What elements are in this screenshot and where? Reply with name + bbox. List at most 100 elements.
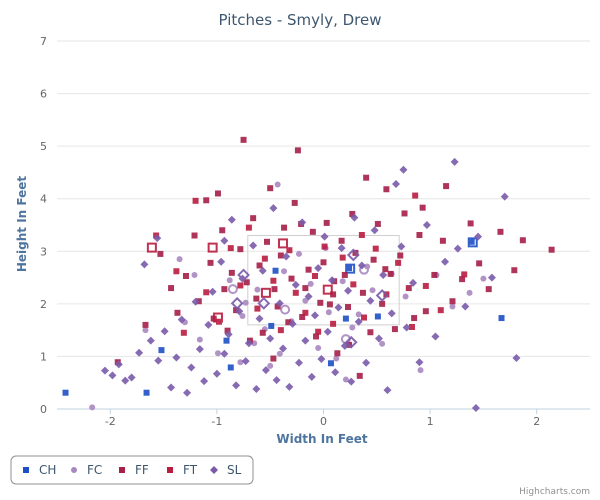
data-point (339, 278, 346, 285)
legend-item-fc[interactable]: FC (71, 463, 102, 477)
data-point (327, 360, 334, 367)
y-tick-label: 5 (40, 140, 47, 153)
data-point (282, 252, 291, 261)
data-point (220, 236, 229, 245)
legend-item-ff[interactable]: FF (119, 463, 149, 477)
data-point (337, 244, 346, 253)
data-point (453, 244, 462, 253)
data-point (241, 357, 250, 366)
data-point (330, 291, 337, 298)
data-point-hollow (230, 296, 244, 310)
data-point (317, 299, 324, 306)
data-point (212, 369, 221, 378)
axes: 0 1 2 3 4 5 6 7 -2 -1 0 1 2 (40, 35, 590, 428)
data-point (328, 276, 337, 285)
data-point (315, 328, 322, 335)
data-point (391, 179, 400, 188)
data-point (158, 347, 165, 354)
data-point (195, 345, 204, 354)
data-point (237, 246, 244, 253)
data-point (347, 377, 356, 386)
data-point (402, 293, 409, 300)
data-point (401, 210, 408, 217)
legend-item-sl[interactable]: SL (210, 463, 242, 477)
data-point (174, 309, 181, 316)
data-point (177, 315, 186, 324)
data-point-hollow (277, 238, 288, 249)
legend-label: FC (87, 463, 102, 477)
data-point (168, 285, 175, 292)
data-point (395, 259, 402, 266)
data-point (264, 238, 271, 245)
data-point (325, 309, 332, 316)
data-point (274, 181, 281, 188)
data-point (254, 286, 261, 293)
data-point-hollow (207, 242, 218, 253)
data-point (359, 289, 366, 296)
data-point (299, 314, 306, 320)
data-point (382, 266, 389, 273)
data-point (244, 339, 253, 348)
data-point (240, 136, 247, 143)
data-point (323, 219, 330, 226)
legend-marker (23, 467, 29, 473)
data-point (431, 332, 440, 341)
data-point (387, 309, 396, 318)
data-point (302, 285, 309, 292)
y-axis-title: Height In Feet (15, 176, 29, 273)
y-tick-label: 6 (40, 88, 47, 101)
data-point (374, 334, 383, 343)
legend-item-ch[interactable]: CH (23, 463, 56, 477)
data-point (354, 317, 363, 326)
data-point (285, 319, 292, 326)
data-point (397, 252, 404, 259)
gridlines (57, 40, 590, 357)
data-point (417, 367, 424, 374)
data-point-hollow (237, 268, 250, 282)
data-point (339, 254, 346, 261)
data-point (355, 311, 362, 318)
data-point (275, 299, 284, 308)
data-point (397, 242, 406, 251)
data-point (305, 266, 312, 273)
data-point (237, 359, 244, 366)
data-point (288, 275, 295, 282)
data-point (100, 366, 109, 375)
data-point (408, 323, 415, 330)
data-point (512, 354, 521, 363)
data-point (182, 272, 189, 279)
data-point (383, 186, 390, 193)
data-point (500, 192, 509, 201)
legend-marker (210, 466, 218, 474)
data-point (108, 371, 117, 380)
data-point (249, 241, 258, 250)
y-tick-label: 3 (40, 245, 47, 258)
legend-item-ft[interactable]: FT (167, 463, 198, 477)
data-point (276, 350, 283, 357)
data-point (196, 336, 203, 343)
data-point (200, 377, 209, 386)
data-point-hollow (345, 263, 356, 274)
data-point (362, 358, 371, 367)
legend-box (10, 455, 254, 485)
data-point (402, 323, 411, 332)
data-point (350, 213, 359, 222)
data-point (268, 322, 275, 329)
data-point (183, 388, 192, 397)
data-point (467, 220, 474, 227)
data-point (443, 183, 450, 190)
data-point (291, 199, 298, 206)
data-point (307, 372, 316, 381)
data-point (272, 376, 281, 385)
data-point (224, 330, 233, 339)
data-point (153, 234, 162, 243)
data-point (349, 324, 356, 331)
data-point (291, 280, 300, 289)
data-point-hollow (280, 304, 291, 315)
series-ch (62, 237, 505, 396)
data-point (243, 279, 250, 286)
data-point (135, 348, 144, 357)
data-point (261, 366, 270, 375)
data-point (437, 307, 444, 314)
data-point (374, 220, 381, 227)
